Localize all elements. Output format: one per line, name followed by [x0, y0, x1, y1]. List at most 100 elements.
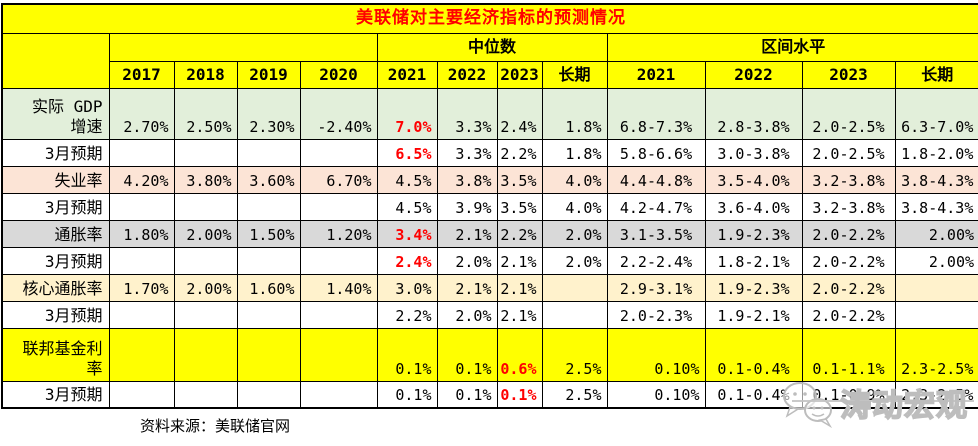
data-cell: 3.5% — [496, 165, 543, 194]
data-cell: 0.1% — [436, 380, 498, 409]
data-cell: 2.2% — [496, 219, 543, 248]
data-cell — [108, 246, 175, 275]
col-header-2018: 2018 — [173, 60, 238, 89]
row-label: 3月预期 — [1, 246, 110, 275]
row-label: 3月预期 — [1, 300, 110, 329]
data-cell — [173, 138, 238, 167]
data-cell: -2.40% — [299, 87, 378, 140]
data-cell: 2.30% — [236, 87, 301, 140]
data-cell-highlight: 7.0% — [376, 87, 438, 140]
data-cell: 3.3% — [436, 138, 498, 167]
col-header-median-longrun: 长期 — [541, 60, 608, 89]
data-cell: 2.5% — [541, 380, 608, 409]
data-cell: 2.2% — [376, 300, 438, 329]
data-cell: 3.2-3.8% — [801, 165, 896, 194]
data-cell-highlight: 2.4% — [376, 246, 438, 275]
data-cell: 2.1% — [436, 219, 498, 248]
group-header-row: 中位数 区间水平 — [1, 32, 978, 89]
data-cell: 6.8-7.3% — [606, 87, 706, 140]
data-cell: 0.1% — [376, 380, 438, 409]
data-cell: 3.6-4.0% — [704, 192, 803, 221]
data-cell: 2.0-2.2% — [801, 300, 896, 329]
data-cell: 2.4% — [496, 87, 543, 140]
data-cell: 2.00% — [894, 246, 978, 275]
data-cell — [236, 300, 301, 329]
data-cell: 3.0% — [376, 273, 438, 302]
data-cell — [108, 192, 175, 221]
data-cell — [299, 246, 378, 275]
col-header-2019: 2019 — [236, 60, 301, 89]
row-label: 实际 GDP 增速 — [1, 87, 110, 140]
data-cell: 2.3-2.5% — [894, 327, 978, 382]
data-cell-highlight: 0.6% — [496, 327, 543, 382]
data-cell: 3.8-4.3% — [894, 165, 978, 194]
data-cell: 2.1% — [496, 273, 543, 302]
row-label: 3月预期 — [1, 138, 110, 167]
row-label: 联邦基金利率 — [1, 327, 110, 382]
data-cell — [299, 138, 378, 167]
data-cell: 2.0-2.2% — [801, 219, 896, 248]
data-cell: 2.0-2.5% — [801, 87, 896, 140]
row-label: 失业率 — [1, 165, 110, 194]
data-cell: 2.8-3.8% — [704, 87, 803, 140]
data-cell: 2.0% — [436, 300, 498, 329]
data-cell: 1.20% — [299, 219, 378, 248]
data-cell: 4.0% — [541, 192, 608, 221]
data-cell — [894, 273, 978, 302]
data-cell: 4.20% — [108, 165, 175, 194]
corner-cell — [1, 32, 110, 89]
data-cell: 2.9-3.1% — [606, 273, 706, 302]
data-cell: 3.3% — [436, 87, 498, 140]
data-cell: 3.60% — [236, 165, 301, 194]
data-cell: 2.00% — [894, 219, 978, 248]
data-cell: 0.10% — [606, 380, 706, 409]
chat-bubbles-icon — [783, 382, 833, 429]
row-label: 3月预期 — [1, 192, 110, 221]
data-cell: 1.40% — [299, 273, 378, 302]
data-cell: 1.8-2.0% — [894, 138, 978, 167]
col-header-range-longrun: 长期 — [894, 60, 978, 89]
data-cell: 2.70% — [108, 87, 175, 140]
col-header-range-2021: 2021 — [606, 60, 706, 89]
data-cell: 0.1% — [436, 327, 498, 382]
data-cell: 2.1% — [496, 300, 543, 329]
data-cell — [894, 300, 978, 329]
data-cell — [236, 380, 301, 409]
data-cell — [108, 138, 175, 167]
data-cell: 6.70% — [299, 165, 378, 194]
data-cell — [299, 327, 378, 382]
watermark: 涛动宏观 — [778, 368, 978, 444]
data-cell: 1.9-2.3% — [704, 273, 803, 302]
table-row-core-inflation-march: 3月预期 2.2% 2.0% 2.1% 2.0-2.3% 1.9-2.1% 2.… — [1, 300, 978, 329]
data-cell — [173, 327, 238, 382]
data-cell — [236, 138, 301, 167]
data-cell — [541, 300, 608, 329]
data-cell: 2.0-2.2% — [801, 246, 896, 275]
data-cell: 2.0% — [541, 246, 608, 275]
table-row-gdp: 实际 GDP 增速 2.70% 2.50% 2.30% -2.40% 7.0% … — [1, 87, 978, 140]
data-cell: 2.1% — [436, 273, 498, 302]
data-cell: 1.50% — [236, 219, 301, 248]
data-cell-highlight: 0.1% — [496, 380, 543, 409]
data-cell: 1.8% — [541, 138, 608, 167]
data-cell: 3.0-3.8% — [704, 138, 803, 167]
data-cell: 1.70% — [108, 273, 175, 302]
data-cell: 2.0-2.2% — [801, 273, 896, 302]
data-cell: 2.50% — [173, 87, 238, 140]
table-row-fed-funds: 联邦基金利率 0.1% 0.1% 0.6% 2.5% 0.10% 0.1-0.4… — [1, 327, 978, 382]
data-cell: 2.00% — [173, 219, 238, 248]
data-cell: 2.1% — [496, 246, 543, 275]
col-header-median-2022: 2022 — [436, 60, 498, 89]
data-cell: 1.60% — [236, 273, 301, 302]
watermark-text: 涛动宏观 — [839, 387, 968, 425]
watermark-line — [792, 400, 974, 402]
data-cell: 2.2-2.4% — [606, 246, 706, 275]
data-cell — [236, 192, 301, 221]
col-header-range-2023: 2023 — [801, 60, 896, 89]
year-header-row: 2017 2018 2019 2020 2021 2022 2023 长期 20… — [2, 60, 978, 89]
data-cell — [173, 192, 238, 221]
data-cell — [299, 380, 378, 409]
data-cell: 4.4-4.8% — [606, 165, 706, 194]
table-title-row: 美联储对主要经济指标的预测情况 — [1, 3, 978, 34]
data-cell — [236, 246, 301, 275]
